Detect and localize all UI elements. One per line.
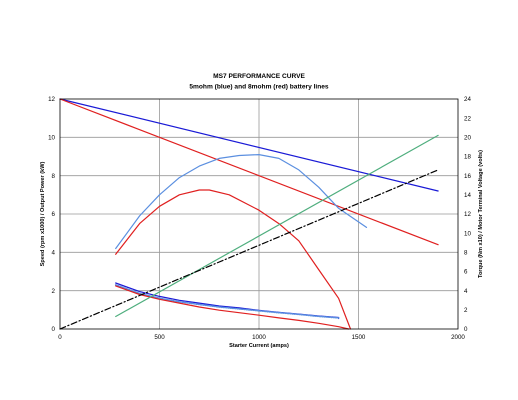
- x-tick-label: 2000: [451, 334, 465, 341]
- y-right-tick-label: 2: [464, 307, 468, 314]
- y-right-tick-label: 20: [464, 135, 471, 142]
- chart-subtitle: 5mohm (blue) and 8mohm (red) battery lin…: [189, 84, 329, 91]
- series-line-3: [115, 154, 368, 250]
- series-line-2: [59, 98, 439, 246]
- y-right-tick-label: 16: [464, 173, 471, 180]
- y-right-tick-label: 0: [464, 326, 468, 333]
- y-axis-label-right: Torque (Nm x10) / Motor Terminal Voltage…: [478, 150, 484, 278]
- x-tick-label: 500: [154, 334, 165, 341]
- series-line-1: [59, 98, 439, 192]
- y-left-tick-label: 2: [52, 288, 56, 295]
- series-lines: [59, 98, 439, 330]
- y-right-tick-label: 10: [464, 230, 471, 237]
- y-right-tick-label: 18: [464, 154, 471, 161]
- x-tick-label: 1500: [352, 334, 366, 341]
- y-left-tick-label: 8: [52, 173, 56, 180]
- y-right-tick-label: 4: [464, 288, 468, 295]
- y-right-tick-label: 22: [464, 115, 471, 122]
- y-left-tick-label: 0: [52, 326, 56, 333]
- tick-labels: 0 500 1000 1500 2000024681012024681012141618…: [48, 96, 471, 341]
- y-right-tick-label: 12: [464, 211, 471, 218]
- plot-frame: [59, 98, 459, 330]
- y-right-tick-label: 8: [464, 250, 468, 257]
- series-line-6: [114, 284, 340, 319]
- y-left-tick-label: 4: [52, 250, 56, 257]
- x-axis-label: Starter Current (amps): [229, 343, 289, 349]
- series-line-4: [115, 189, 352, 330]
- x-tick-label: 1000: [252, 334, 266, 341]
- x-tick-label: 0: [58, 334, 62, 341]
- series-line-8: [115, 134, 439, 318]
- y-right-tick-label: 24: [464, 96, 471, 103]
- series-line-9: [59, 169, 439, 330]
- y-left-tick-label: 6: [52, 211, 56, 218]
- chart-title: MS7 PERFORMANCE CURVE: [213, 73, 305, 80]
- y-right-tick-label: 14: [464, 192, 471, 199]
- y-left-tick-label: 12: [48, 96, 55, 103]
- y-right-tick-label: 6: [464, 269, 468, 276]
- series-line-7: [115, 285, 350, 330]
- y-left-tick-label: 10: [48, 135, 55, 142]
- y-axis-label-left: Speed (rpm x1000) / Output Power (kW): [40, 161, 46, 266]
